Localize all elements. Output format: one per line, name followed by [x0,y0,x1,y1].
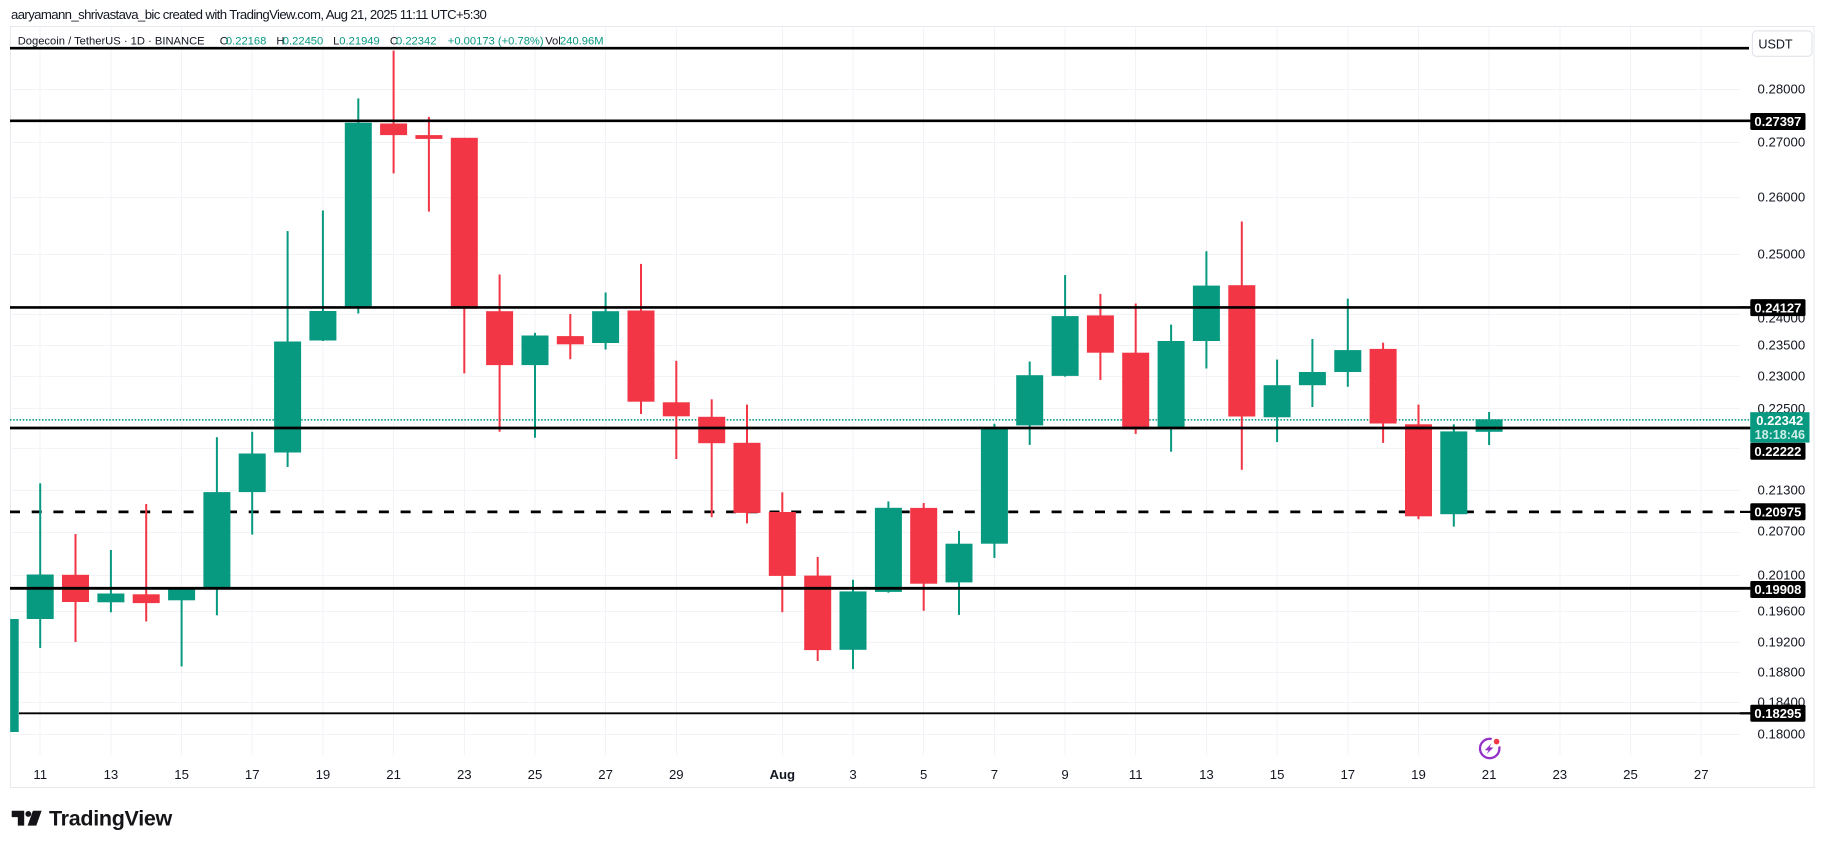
svg-text:H: H [276,36,284,48]
svg-text:9: 9 [1061,767,1068,782]
svg-text:0.18295: 0.18295 [1754,706,1801,721]
svg-text:19: 19 [316,767,331,782]
svg-text:25: 25 [1623,767,1638,782]
svg-text:0.20100: 0.20100 [1758,568,1806,583]
svg-text:O: O [220,36,229,48]
svg-text:0.23000: 0.23000 [1758,369,1806,384]
svg-text:0.25000: 0.25000 [1758,247,1806,262]
svg-text:0.22168: 0.22168 [226,36,266,48]
svg-text:18:18:46: 18:18:46 [1755,428,1805,442]
svg-text:0.19908: 0.19908 [1754,582,1801,597]
svg-text:0.28000: 0.28000 [1758,82,1806,97]
svg-text:27: 27 [1694,767,1709,782]
svg-text:0.23500: 0.23500 [1758,338,1806,353]
svg-text:0.22342: 0.22342 [1756,413,1803,428]
svg-text:11: 11 [33,767,47,782]
svg-text:11: 11 [1129,767,1143,782]
svg-text:19: 19 [1411,767,1426,782]
svg-text:17: 17 [1340,767,1355,782]
svg-text:13: 13 [104,767,119,782]
svg-text:0.27000: 0.27000 [1758,135,1806,150]
svg-text:27: 27 [598,767,613,782]
svg-text:0.22450: 0.22450 [283,36,323,48]
svg-text:C: C [390,36,398,48]
svg-text:21: 21 [1482,767,1497,782]
svg-text:L: L [333,36,339,48]
svg-text:0.20975: 0.20975 [1754,504,1801,519]
svg-text:USDT: USDT [1758,38,1793,52]
svg-text:0.26000: 0.26000 [1758,190,1806,205]
svg-text:0.19600: 0.19600 [1758,604,1806,619]
svg-text:29: 29 [669,767,684,782]
svg-text:21: 21 [386,767,401,782]
svg-text:15: 15 [1270,767,1285,782]
svg-text:0.22342: 0.22342 [396,36,436,48]
svg-text:+0.00173 (+0.78%): +0.00173 (+0.78%) [448,36,544,48]
svg-text:0.19200: 0.19200 [1758,635,1806,650]
svg-text:Vol: Vol [545,36,561,48]
svg-text:3: 3 [849,767,856,782]
svg-text:0.21949: 0.21949 [339,36,379,48]
svg-text:0.21300: 0.21300 [1758,483,1806,498]
svg-text:240.96M: 240.96M [560,36,604,48]
svg-text:23: 23 [1552,767,1567,782]
svg-text:0.18000: 0.18000 [1758,727,1806,742]
svg-text:25: 25 [528,767,543,782]
svg-text:Aug: Aug [769,767,795,782]
svg-text:0.22222: 0.22222 [1754,444,1801,459]
svg-text:0.20700: 0.20700 [1758,524,1806,539]
svg-text:7: 7 [991,767,998,782]
svg-text:aaryamann_shrivastava_bic crea: aaryamann_shrivastava_bic created with T… [11,7,487,22]
svg-text:23: 23 [457,767,472,782]
svg-text:0.27397: 0.27397 [1754,114,1801,129]
svg-text:Dogecoin / TetherUS · 1D · BIN: Dogecoin / TetherUS · 1D · BINANCE [18,36,205,48]
svg-text:5: 5 [920,767,927,782]
svg-text:17: 17 [245,767,260,782]
svg-text:15: 15 [174,767,189,782]
svg-text:TradingView: TradingView [49,807,173,831]
svg-text:13: 13 [1199,767,1214,782]
svg-text:0.18800: 0.18800 [1758,665,1806,680]
svg-text:0.24127: 0.24127 [1754,300,1801,315]
